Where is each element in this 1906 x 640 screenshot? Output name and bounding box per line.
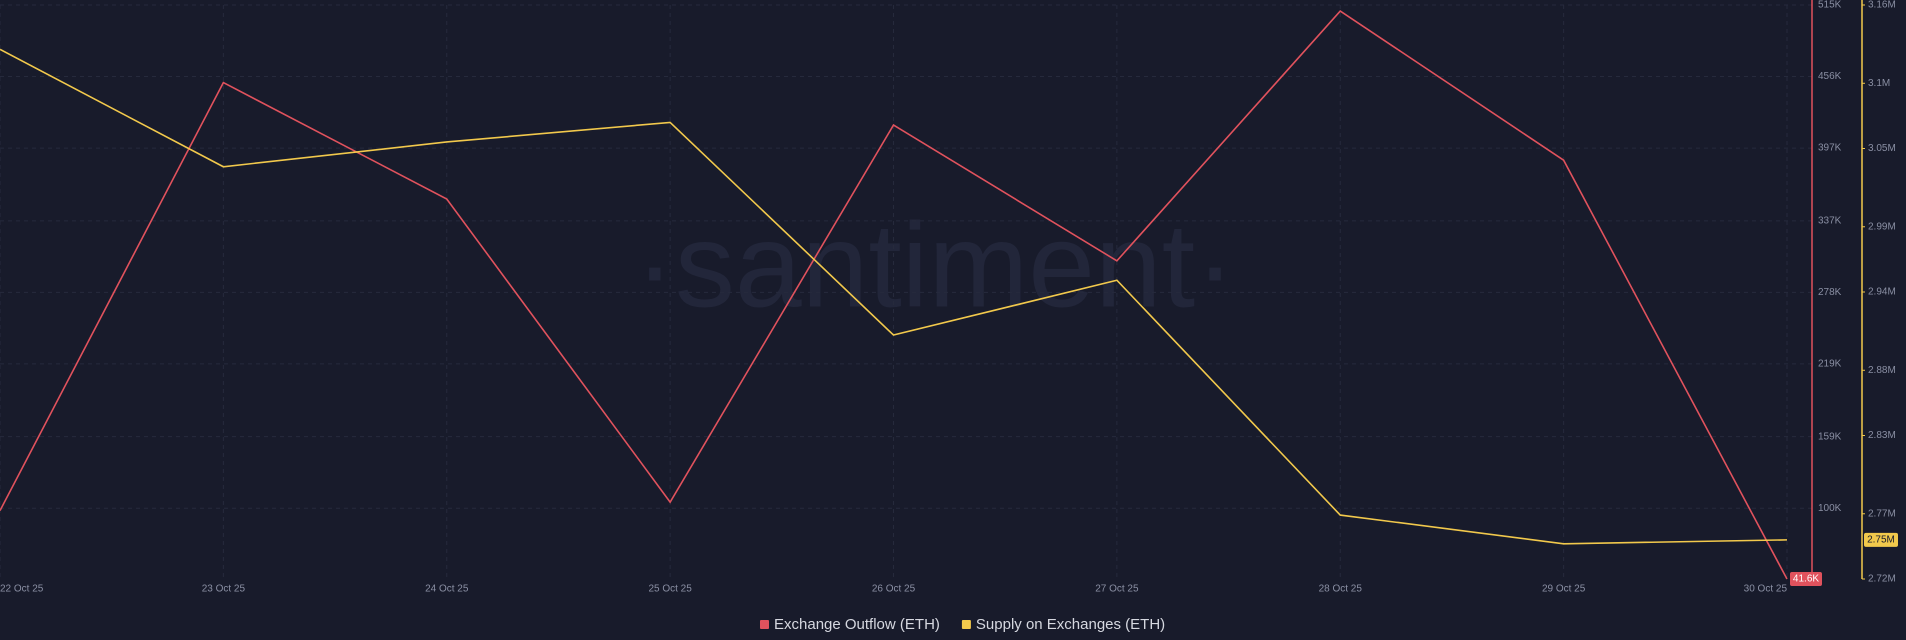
value-label: 41.6K — [1793, 574, 1819, 585]
x-tick-label: 22 Oct 25 — [0, 584, 44, 595]
y2-tick-label: 3.05M — [1868, 143, 1896, 154]
y-tick-label: 397K — [1818, 143, 1842, 154]
series-line — [0, 48, 1788, 545]
y-tick-label: 100K — [1818, 503, 1842, 514]
y-tick-label: 337K — [1818, 215, 1842, 226]
y2-tick-label: 2.94M — [1868, 287, 1896, 298]
value-label-bg — [1864, 532, 1898, 547]
x-tick-label: 27 Oct 25 — [1095, 584, 1139, 595]
y2-tick-label: 2.72M — [1868, 574, 1896, 585]
y2-tick-label: 3.16M — [1868, 0, 1896, 11]
series-line — [0, 10, 1788, 580]
watermark: ·santiment· — [635, 199, 1235, 333]
x-tick-label: 25 Oct 25 — [648, 584, 692, 595]
x-tick-label: 26 Oct 25 — [872, 584, 916, 595]
y2-tick-label: 2.83M — [1868, 430, 1896, 441]
x-tick-label: 29 Oct 25 — [1542, 584, 1586, 595]
x-tick-label: 30 Oct 25 — [1744, 584, 1788, 595]
y2-tick-label: 2.99M — [1868, 221, 1896, 232]
x-tick-label: 23 Oct 25 — [202, 584, 246, 595]
legend-label: Supply on Exchanges (ETH) — [976, 616, 1165, 633]
legend-swatch — [961, 620, 971, 629]
value-label: 2.75M — [1867, 535, 1895, 546]
legend-swatch — [760, 620, 769, 629]
y-tick-label: 278K — [1818, 287, 1842, 298]
y-tick-label: 456K — [1818, 71, 1842, 82]
y-tick-label: 515K — [1818, 0, 1842, 11]
y2-tick-label: 2.77M — [1868, 508, 1896, 519]
legend-label: Exchange Outflow (ETH) — [774, 616, 940, 633]
y-tick-label: 219K — [1818, 359, 1842, 370]
y-tick-label: 159K — [1818, 431, 1842, 442]
x-tick-label: 24 Oct 25 — [425, 584, 469, 595]
y2-tick-label: 2.88M — [1868, 365, 1896, 376]
value-label-bg — [1790, 572, 1822, 586]
y2-tick-label: 3.1M — [1868, 78, 1890, 89]
x-tick-label: 28 Oct 25 — [1319, 584, 1363, 595]
